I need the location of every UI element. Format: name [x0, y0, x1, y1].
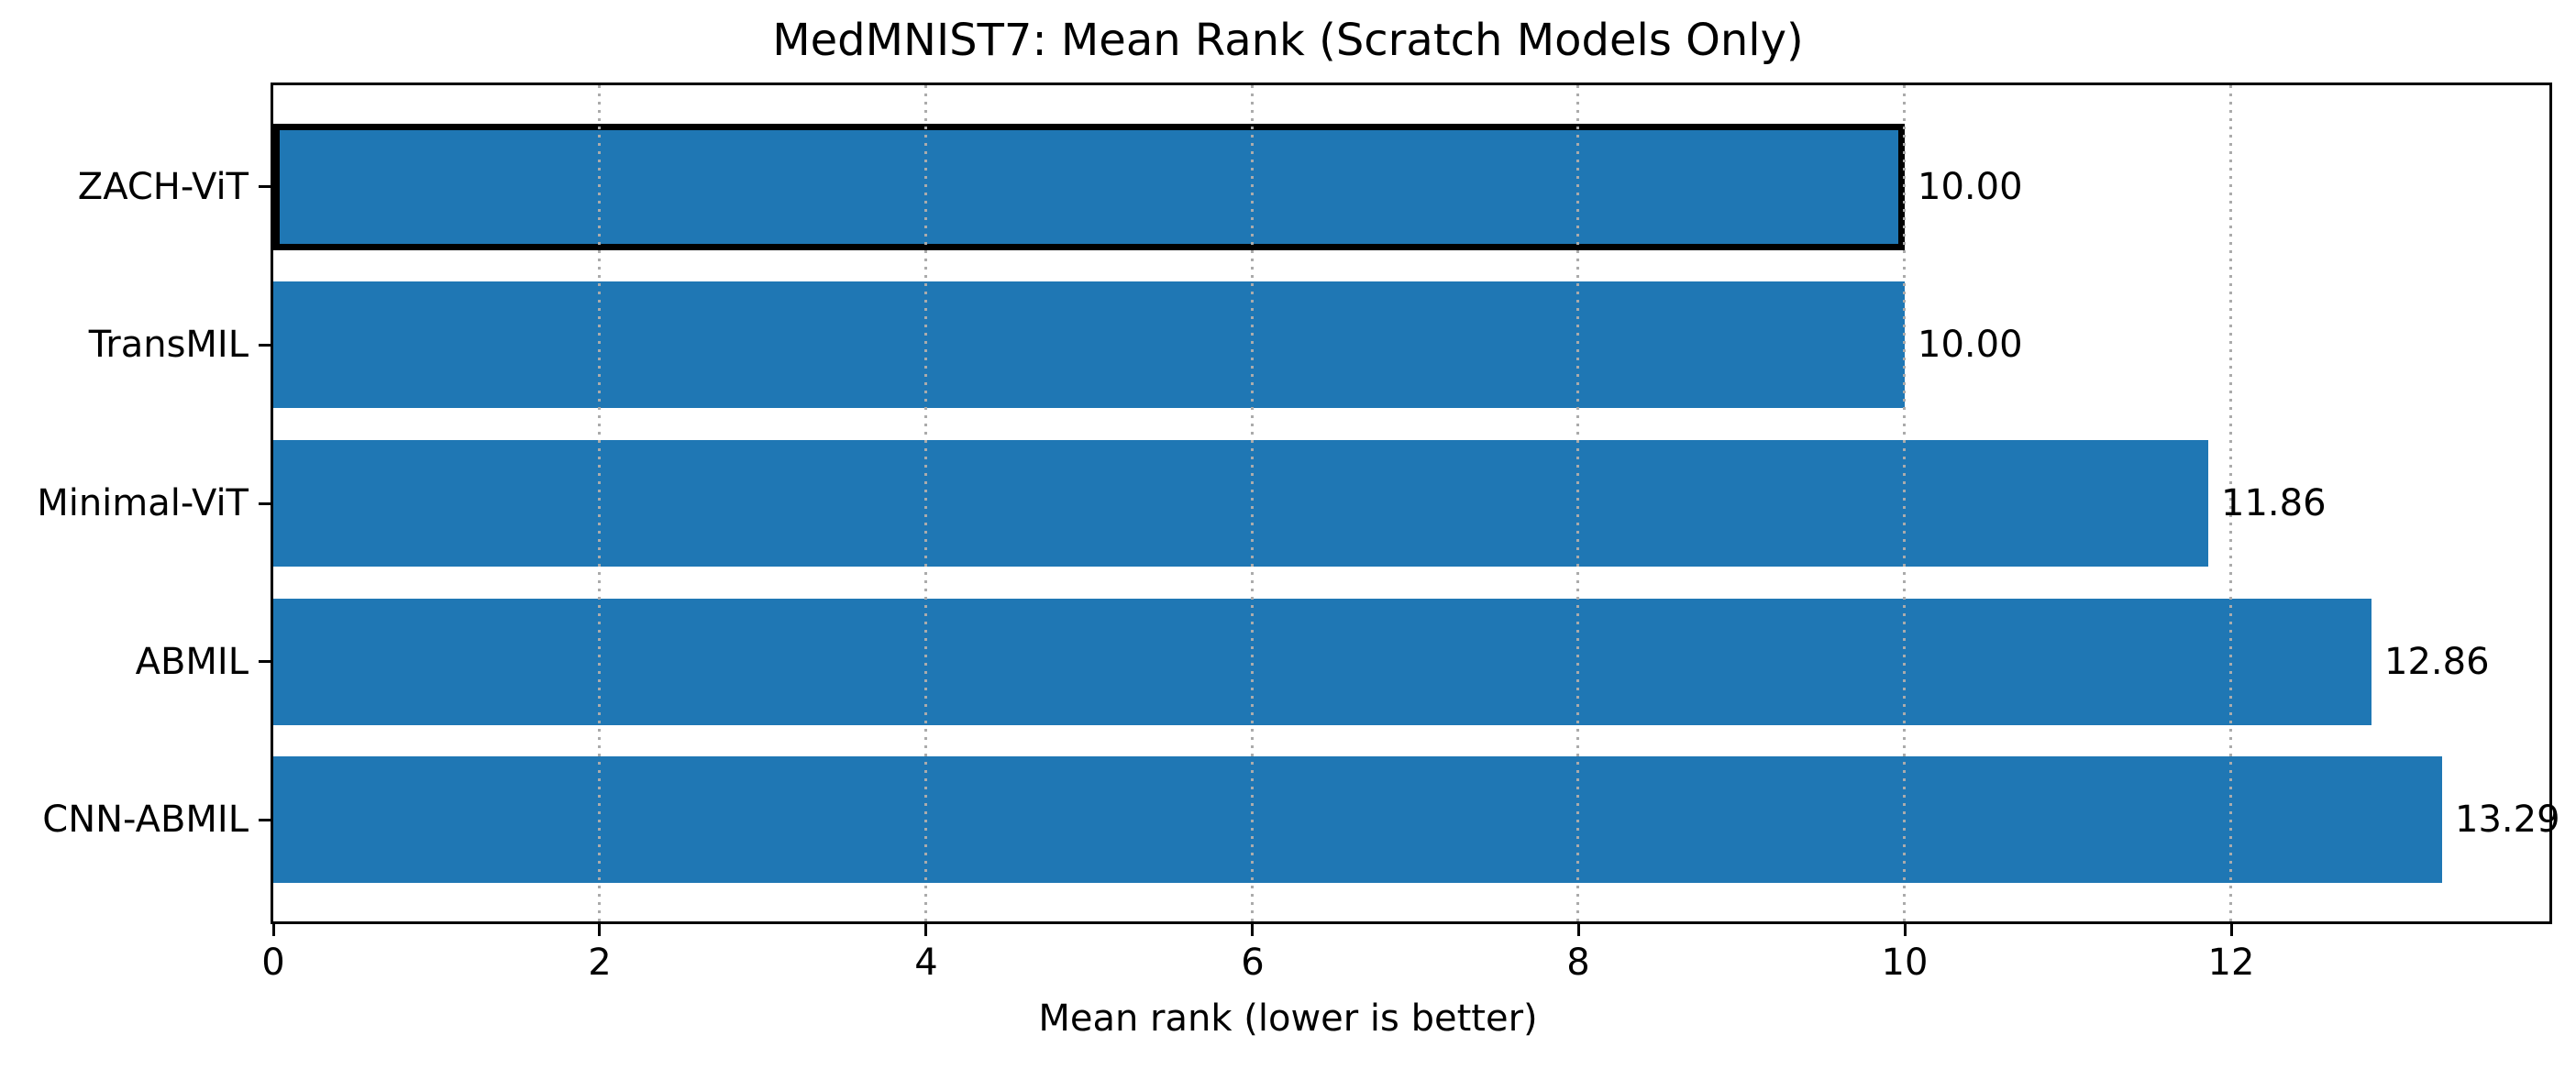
x-tick-mark [1577, 924, 1580, 936]
y-tick-mark [259, 660, 271, 663]
x-tick-label-0: 0 [261, 942, 285, 984]
x-tick-mark [2230, 924, 2233, 936]
x-tick-mark [272, 924, 275, 936]
bar-value-label: 12.86 [2384, 641, 2490, 683]
y-tick-label-zach-vit: ZACH-ViT [77, 166, 249, 208]
bar-minimal-vit [273, 440, 2208, 567]
x-tick-mark [598, 924, 601, 936]
gridline-x-10 [1903, 85, 1906, 921]
chart-title: MedMNIST7: Mean Rank (Scratch Models Onl… [772, 15, 1804, 66]
y-tick-mark [259, 185, 271, 188]
x-tick-label-10: 10 [1881, 942, 1929, 984]
bar-value-label: 10.00 [1918, 324, 2023, 366]
gridline-x-6 [1251, 85, 1254, 921]
bar-cnn-abmil [273, 756, 2442, 884]
x-tick-label-6: 6 [1241, 942, 1265, 984]
x-tick-label-8: 8 [1566, 942, 1590, 984]
gridline-x-8 [1576, 85, 1579, 921]
bar-value-label: 11.86 [2221, 482, 2327, 524]
x-tick-label-2: 2 [588, 942, 612, 984]
y-tick-mark [259, 502, 271, 505]
x-tick-label-12: 12 [2207, 942, 2255, 984]
x-tick-mark [924, 924, 927, 936]
gridline-x-4 [924, 85, 927, 921]
bar-value-label: 13.29 [2455, 799, 2560, 841]
y-tick-label-minimal-vit: Minimal-ViT [37, 482, 249, 524]
x-tick-mark [1251, 924, 1254, 936]
gridline-x-2 [598, 85, 601, 921]
y-tick-label-cnn-abmil: CNN-ABMIL [42, 799, 249, 841]
y-tick-mark [259, 819, 271, 821]
bar-value-label: 10.00 [1918, 166, 2023, 208]
bar-transmil [273, 281, 1905, 409]
gridline-x-12 [2229, 85, 2232, 921]
x-tick-label-4: 4 [914, 942, 938, 984]
y-tick-mark [259, 344, 271, 347]
plot-area [271, 83, 2552, 924]
y-tick-label-transmil: TransMIL [88, 324, 249, 366]
bar-zach-vit [273, 123, 1905, 250]
x-tick-mark [1904, 924, 1907, 936]
x-axis-label: Mean rank (lower is better) [1038, 997, 1538, 1040]
y-tick-label-abmil: ABMIL [135, 641, 249, 683]
bar-abmil [273, 598, 2371, 725]
